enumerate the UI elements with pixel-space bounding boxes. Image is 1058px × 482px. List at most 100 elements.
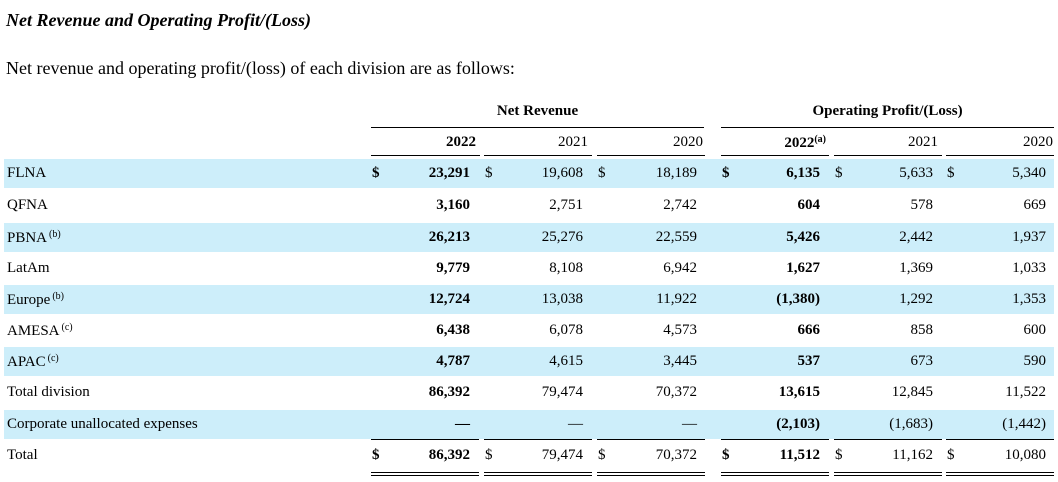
net-revenue-header-rule xyxy=(371,127,704,128)
table-row: Europe (b) 12,724 13,038 11,922 (1,380) 1,292 1… xyxy=(4,285,1054,314)
value-cell: 5,340 xyxy=(1012,165,1046,181)
value-cell: 10,080 xyxy=(1004,447,1046,463)
value-cell: 5,426 xyxy=(786,229,820,245)
currency-symbol: $ xyxy=(722,165,730,181)
value-cell: 1,937 xyxy=(1012,229,1046,245)
value-cell: 23,291 xyxy=(428,165,470,181)
currency-symbol: $ xyxy=(598,447,606,463)
subtotal-rule xyxy=(484,439,592,440)
value-cell: 79,474 xyxy=(541,447,583,463)
row-label: Total xyxy=(7,447,38,464)
subtotal-rule xyxy=(834,439,942,440)
row-label-text: PBNA xyxy=(7,230,48,246)
table-row: Total division 86,392 79,474 70,372 13,615 12… xyxy=(4,378,1054,407)
value-cell: 4,573 xyxy=(663,322,697,338)
value-cell: 5,633 xyxy=(899,165,933,181)
value-cell: 1,292 xyxy=(899,291,933,307)
value-cell: 2,751 xyxy=(549,197,583,213)
footnote-marker: (c) xyxy=(47,353,59,364)
currency-symbol: $ xyxy=(835,165,843,181)
row-label-text: APAC xyxy=(7,354,46,370)
row-label: PBNA (b) xyxy=(7,229,61,247)
value-cell: (2,103) xyxy=(776,416,820,432)
year-rule xyxy=(597,155,705,156)
value-cell: — xyxy=(455,416,470,432)
table-row: AMESA (c) 6,438 6,078 4,573 666 858 600 xyxy=(4,316,1054,345)
currency-symbol: $ xyxy=(485,165,493,181)
year-header-op-2020: 2020 xyxy=(1023,134,1053,150)
year-header-nr-2020: 2020 xyxy=(673,134,703,150)
value-cell: 11,512 xyxy=(779,447,820,463)
row-label: APAC (c) xyxy=(7,353,59,371)
value-cell: 18,189 xyxy=(655,165,697,181)
currency-symbol: $ xyxy=(372,165,380,181)
subtotal-rule xyxy=(721,439,829,440)
operating-profit-header: Operating Profit/(Loss) xyxy=(812,103,963,119)
section-description: Net revenue and operating profit/(loss) … xyxy=(6,58,515,78)
total-double-rule xyxy=(946,472,1054,476)
year-rule xyxy=(834,155,942,156)
footnote-marker: (b) xyxy=(49,229,61,240)
value-cell: 1,353 xyxy=(1012,291,1046,307)
value-cell: 1,369 xyxy=(899,260,933,276)
value-cell: 11,922 xyxy=(656,291,697,307)
subtotal-rule xyxy=(946,439,1054,440)
row-label: AMESA (c) xyxy=(7,322,73,340)
value-cell: 6,078 xyxy=(549,322,583,338)
table-row: APAC (c) 4,787 4,615 3,445 537 673 590 xyxy=(4,347,1054,376)
value-cell: 12,724 xyxy=(428,291,470,307)
value-cell: 590 xyxy=(1023,353,1047,369)
value-cell: 6,135 xyxy=(786,165,820,181)
value-cell: (1,442) xyxy=(1002,416,1046,432)
value-cell: 6,438 xyxy=(436,322,470,338)
row-label: Total division xyxy=(7,384,90,401)
currency-symbol: $ xyxy=(947,165,955,181)
value-cell: 70,372 xyxy=(655,447,697,463)
total-double-rule xyxy=(371,472,479,476)
row-label-text: QFNA xyxy=(7,197,48,213)
value-cell: 3,445 xyxy=(663,353,697,369)
value-cell: 666 xyxy=(797,322,821,338)
value-cell: 13,615 xyxy=(778,384,820,400)
value-cell: 2,442 xyxy=(899,229,933,245)
value-cell: — xyxy=(568,416,583,432)
value-cell: 3,160 xyxy=(436,197,470,213)
row-label: FLNA xyxy=(7,165,46,182)
value-cell: 1,627 xyxy=(786,260,820,276)
value-cell: 1,033 xyxy=(1012,260,1046,276)
row-label: QFNA xyxy=(7,197,48,214)
value-cell: (1,683) xyxy=(889,416,933,432)
table-row: LatAm 9,779 8,108 6,942 1,627 1,369 1,033 xyxy=(4,254,1054,283)
year-header-nr-2022: 2022 xyxy=(446,134,476,150)
year-header-nr-2021: 2021 xyxy=(558,134,588,150)
value-cell: 669 xyxy=(1023,197,1047,213)
currency-symbol: $ xyxy=(722,447,730,463)
value-cell: 600 xyxy=(1023,322,1047,338)
year-rule xyxy=(484,155,592,156)
value-cell: 4,615 xyxy=(549,353,583,369)
footnote-marker: (c) xyxy=(61,322,73,333)
table-row: Corporate unallocated expenses — — — (2,103)… xyxy=(4,410,1054,439)
operating-profit-header-rule xyxy=(721,127,1054,128)
value-cell: 11,162 xyxy=(892,447,933,463)
row-label: LatAm xyxy=(7,260,50,277)
year-rule xyxy=(721,155,829,156)
row-label: Corporate unallocated expenses xyxy=(7,416,198,433)
total-double-rule xyxy=(721,472,829,476)
total-double-rule xyxy=(597,472,705,476)
value-cell: 26,213 xyxy=(428,229,470,245)
currency-symbol: $ xyxy=(835,447,843,463)
value-cell: — xyxy=(682,416,697,432)
footnote-marker: (b) xyxy=(52,291,64,302)
year-op-2022-text: 2022 xyxy=(784,135,815,151)
row-label-text: AMESA xyxy=(7,323,60,339)
value-cell: 25,276 xyxy=(541,229,583,245)
value-cell: 2,742 xyxy=(663,197,697,213)
total-double-rule xyxy=(834,472,942,476)
value-cell: 6,942 xyxy=(663,260,697,276)
section-title: Net Revenue and Operating Profit/(Loss) xyxy=(6,10,311,30)
subtotal-rule xyxy=(597,439,705,440)
year-header-op-2021: 2021 xyxy=(908,134,938,150)
currency-symbol: $ xyxy=(598,165,606,181)
footnote-a: (a) xyxy=(814,134,826,145)
